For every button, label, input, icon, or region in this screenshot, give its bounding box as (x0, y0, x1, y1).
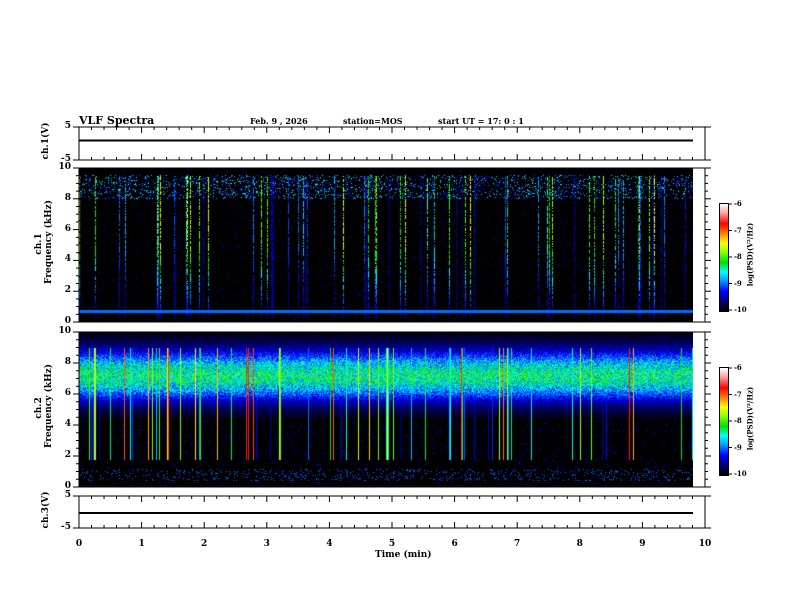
colorbar-tick-label: -10 (734, 469, 747, 478)
colorbar-tick-label: -8 (734, 252, 742, 261)
x-tick-label: 4 (326, 539, 333, 549)
colorbar-ch2-label: log(PSD)(V²/Hz) (745, 386, 755, 451)
y-tick-label: 8 (64, 192, 71, 203)
x-tick-label: 2 (201, 539, 208, 549)
ch2-spectrogram-image (79, 332, 693, 487)
x-tick-label: 1 (138, 539, 145, 549)
colorbar-tick-label: -10 (734, 305, 747, 314)
colorbar-tick-label: -6 (734, 363, 742, 372)
y-tick-label: 4 (64, 254, 71, 265)
start-time-label: start UT = 17: 0 : 1 (438, 116, 524, 126)
colorbar-tick-label: -9 (734, 278, 742, 288)
colorbar-tick-label: -9 (734, 442, 742, 452)
ch2-spec-ylabel-ch: ch.2 (34, 397, 44, 419)
ch1-ylabel: ch.1(V) (41, 122, 51, 160)
colorbar-ch1-label: log(PSD)(V²/Hz) (745, 222, 755, 287)
ch1-spectrogram-image (79, 168, 693, 322)
x-tick-label: 3 (263, 539, 270, 549)
ch2-spec-ylabel: ch.2 Frequency (kHz) (34, 363, 54, 448)
x-tick-label: 10 (698, 539, 712, 549)
ch3-ylabel: ch.3(V) (41, 491, 51, 529)
y-tick-label: 5 (64, 490, 71, 500)
y-tick-label: 6 (64, 388, 71, 398)
colorbar-tick-label: -6 (734, 199, 742, 208)
y-tick-label: 10 (58, 326, 71, 336)
station-label: station=MOS (343, 116, 403, 126)
ch1-spec-ylabel-freq: Frequency (kHz) (44, 199, 54, 284)
y-tick-label: 2 (64, 450, 71, 460)
y-tick-label: 4 (64, 419, 71, 429)
date-label: Feb. 9 , 2026 (250, 116, 308, 126)
x-tick-label: 7 (514, 539, 521, 549)
y-tick-label: 8 (64, 357, 71, 367)
y-tick-label: 5 (64, 121, 71, 131)
ch1-spec-ylabel-ch: ch.1 (34, 233, 44, 255)
colorbar-tick-label: -7 (734, 389, 742, 399)
y-tick-label: 0 (64, 316, 71, 326)
panel-frame-ch2-spectrogram (78, 331, 706, 488)
y-tick-label: 6 (64, 223, 71, 234)
panel-frame-ch1-spectrogram (78, 167, 706, 323)
x-tick-label: 9 (639, 539, 646, 549)
x-axis-label: Time (min) (375, 550, 432, 560)
colorbar-tick-label: -8 (734, 416, 742, 425)
x-tick-label: 0 (75, 539, 83, 549)
ch2-spec-ylabel-freq: Frequency (kHz) (44, 363, 54, 448)
x-tick-label: 5 (388, 539, 396, 549)
x-tick-label: 8 (576, 539, 583, 549)
y-tick-label: -5 (61, 154, 71, 164)
y-tick-label: 2 (64, 285, 71, 296)
x-tick-label: 6 (451, 539, 458, 549)
ch1-spec-ylabel: ch.1 Frequency (kHz) (34, 199, 54, 284)
y-tick-label: 10 (58, 162, 71, 172)
y-tick-label: -5 (61, 522, 71, 532)
figure-title: VLF Spectra (79, 114, 155, 127)
colorbar-tick-label: -7 (734, 225, 742, 235)
y-tick-label: 0 (64, 481, 71, 491)
